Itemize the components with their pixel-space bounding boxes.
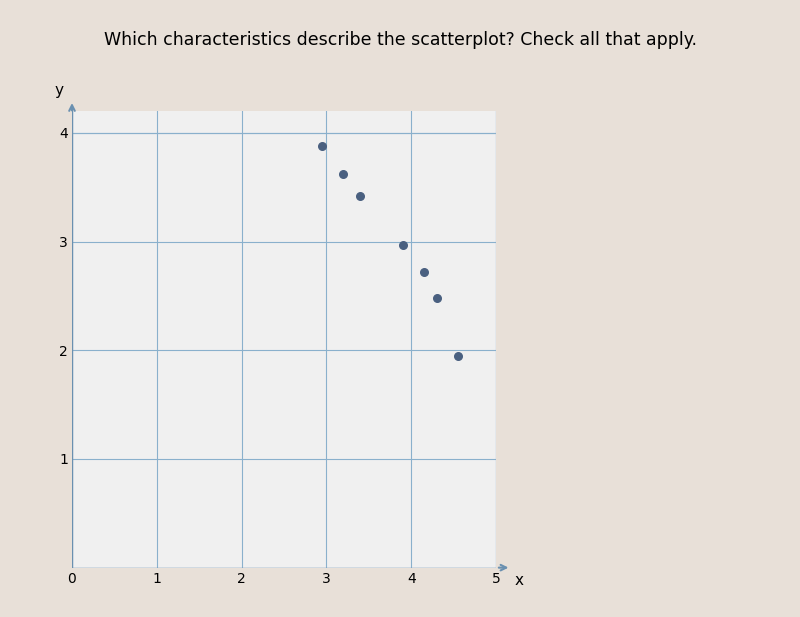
Text: y: y xyxy=(54,83,64,98)
Point xyxy=(316,141,329,151)
Point xyxy=(451,350,464,360)
Point xyxy=(396,240,409,250)
Text: Which characteristics describe the scatterplot? Check all that apply.: Which characteristics describe the scatt… xyxy=(103,31,697,49)
Point xyxy=(418,267,430,277)
Point xyxy=(354,191,366,201)
Text: x: x xyxy=(514,573,524,588)
Point xyxy=(337,169,350,179)
Point xyxy=(430,293,443,303)
